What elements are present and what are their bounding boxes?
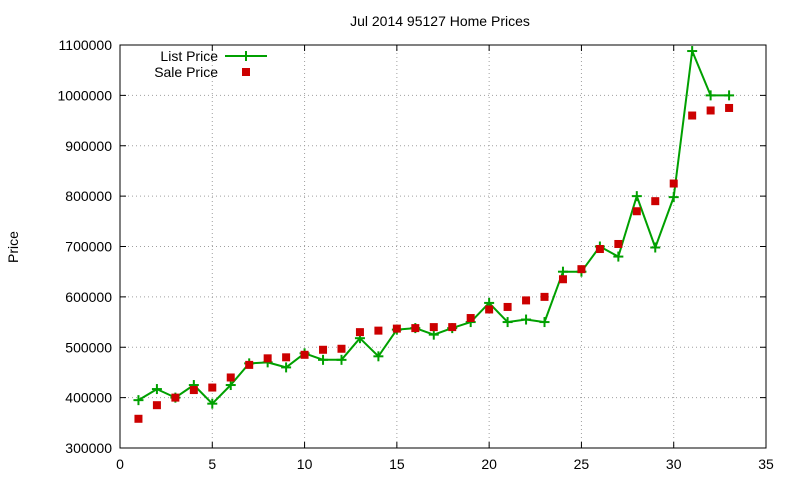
sale-price-point bbox=[540, 292, 549, 301]
legend-list-marker bbox=[241, 51, 251, 61]
plot-frame bbox=[119, 44, 767, 449]
x-tick-label: 0 bbox=[116, 456, 124, 472]
sale-price-point bbox=[651, 197, 660, 206]
sale-price-point bbox=[466, 314, 475, 323]
sale-price-point bbox=[669, 179, 678, 188]
sale-price-point bbox=[522, 296, 531, 305]
sale-price-point bbox=[706, 106, 715, 115]
list-price-point bbox=[557, 266, 568, 277]
chart-title: Jul 2014 95127 Home Prices bbox=[350, 13, 530, 29]
sale-price-point bbox=[355, 328, 364, 337]
y-tick-label: 300000 bbox=[65, 440, 112, 456]
y-tick-label: 700000 bbox=[65, 239, 112, 255]
list-price-point bbox=[281, 362, 292, 373]
sale-price-point bbox=[226, 373, 235, 382]
list-price-point bbox=[631, 191, 642, 202]
y-tick-label: 600000 bbox=[65, 289, 112, 305]
y-axis-label: Price bbox=[5, 231, 21, 263]
list-price-point bbox=[428, 329, 439, 340]
y-tick-label: 800000 bbox=[65, 188, 112, 204]
y-tick-label: 500000 bbox=[65, 339, 112, 355]
sale-price-point bbox=[392, 324, 401, 333]
list-price-line bbox=[137, 50, 730, 405]
sale-price-point bbox=[245, 360, 254, 369]
x-tick-label: 30 bbox=[666, 456, 682, 472]
list-price-point bbox=[521, 314, 532, 325]
sale-price-point bbox=[725, 103, 734, 112]
legend-sale-marker bbox=[242, 68, 250, 76]
list-price-point bbox=[650, 242, 661, 253]
list-price-point bbox=[151, 384, 162, 395]
legend-label-list-price: List Price bbox=[160, 48, 218, 64]
sale-price-point bbox=[208, 383, 217, 392]
y-tick-label: 400000 bbox=[65, 390, 112, 406]
list-price-point bbox=[133, 395, 144, 406]
sale-price-point bbox=[189, 386, 198, 395]
sale-price-point bbox=[558, 275, 567, 284]
legend-label-sale-price: Sale Price bbox=[154, 64, 218, 80]
list-price-point bbox=[207, 398, 218, 409]
sale-price-point bbox=[688, 111, 697, 120]
sale-price-point bbox=[300, 350, 309, 359]
x-tick-label: 5 bbox=[208, 456, 216, 472]
grid-lines bbox=[120, 45, 766, 448]
sale-price-point bbox=[429, 323, 438, 332]
x-tick-label: 35 bbox=[758, 456, 774, 472]
list-price-point bbox=[336, 354, 347, 365]
sale-price-point bbox=[614, 239, 623, 248]
y-tick-label: 1100000 bbox=[59, 37, 113, 53]
sale-price-point bbox=[263, 354, 272, 363]
sale-price-point bbox=[632, 207, 641, 216]
sale-price-point bbox=[374, 326, 383, 335]
list-price-point bbox=[613, 251, 624, 262]
sale-price-point bbox=[485, 305, 494, 314]
sale-price-point bbox=[595, 245, 604, 254]
axis-ticks: 0 5 10 15 20 25 30 35 300000 400000 500000 600000 70… bbox=[57, 37, 774, 472]
sale-price-point bbox=[448, 323, 457, 332]
sale-price-point bbox=[411, 324, 420, 333]
sale-price-point bbox=[152, 401, 161, 410]
sale-price-point bbox=[577, 265, 586, 274]
list-price-point bbox=[687, 46, 698, 57]
sale-price-point bbox=[337, 344, 346, 353]
list-price-point bbox=[668, 192, 679, 203]
y-tick-label: 900000 bbox=[65, 138, 112, 154]
x-tick-label: 20 bbox=[481, 456, 497, 472]
list-price-point bbox=[705, 90, 716, 101]
legend: List Price Sale Price bbox=[154, 48, 267, 80]
sale-price-point bbox=[282, 353, 291, 362]
list-price-point bbox=[539, 317, 550, 328]
y-tick-label: 1000000 bbox=[57, 87, 112, 103]
list-price-point bbox=[373, 351, 384, 362]
series-layer bbox=[133, 46, 735, 423]
list-price-point bbox=[502, 317, 513, 328]
sale-price-point bbox=[171, 393, 180, 402]
list-price-point bbox=[225, 380, 236, 391]
x-tick-label: 10 bbox=[297, 456, 313, 472]
x-tick-label: 15 bbox=[389, 456, 405, 472]
sale-price-point bbox=[319, 345, 328, 354]
legend-sample-list-price bbox=[225, 51, 267, 61]
list-price-point bbox=[724, 90, 735, 101]
x-tick-label: 25 bbox=[574, 456, 590, 472]
list-price-point bbox=[318, 354, 329, 365]
legend-sample-sale-price bbox=[242, 68, 250, 76]
sale-price-point bbox=[503, 302, 512, 311]
sale-price-point bbox=[134, 414, 143, 423]
